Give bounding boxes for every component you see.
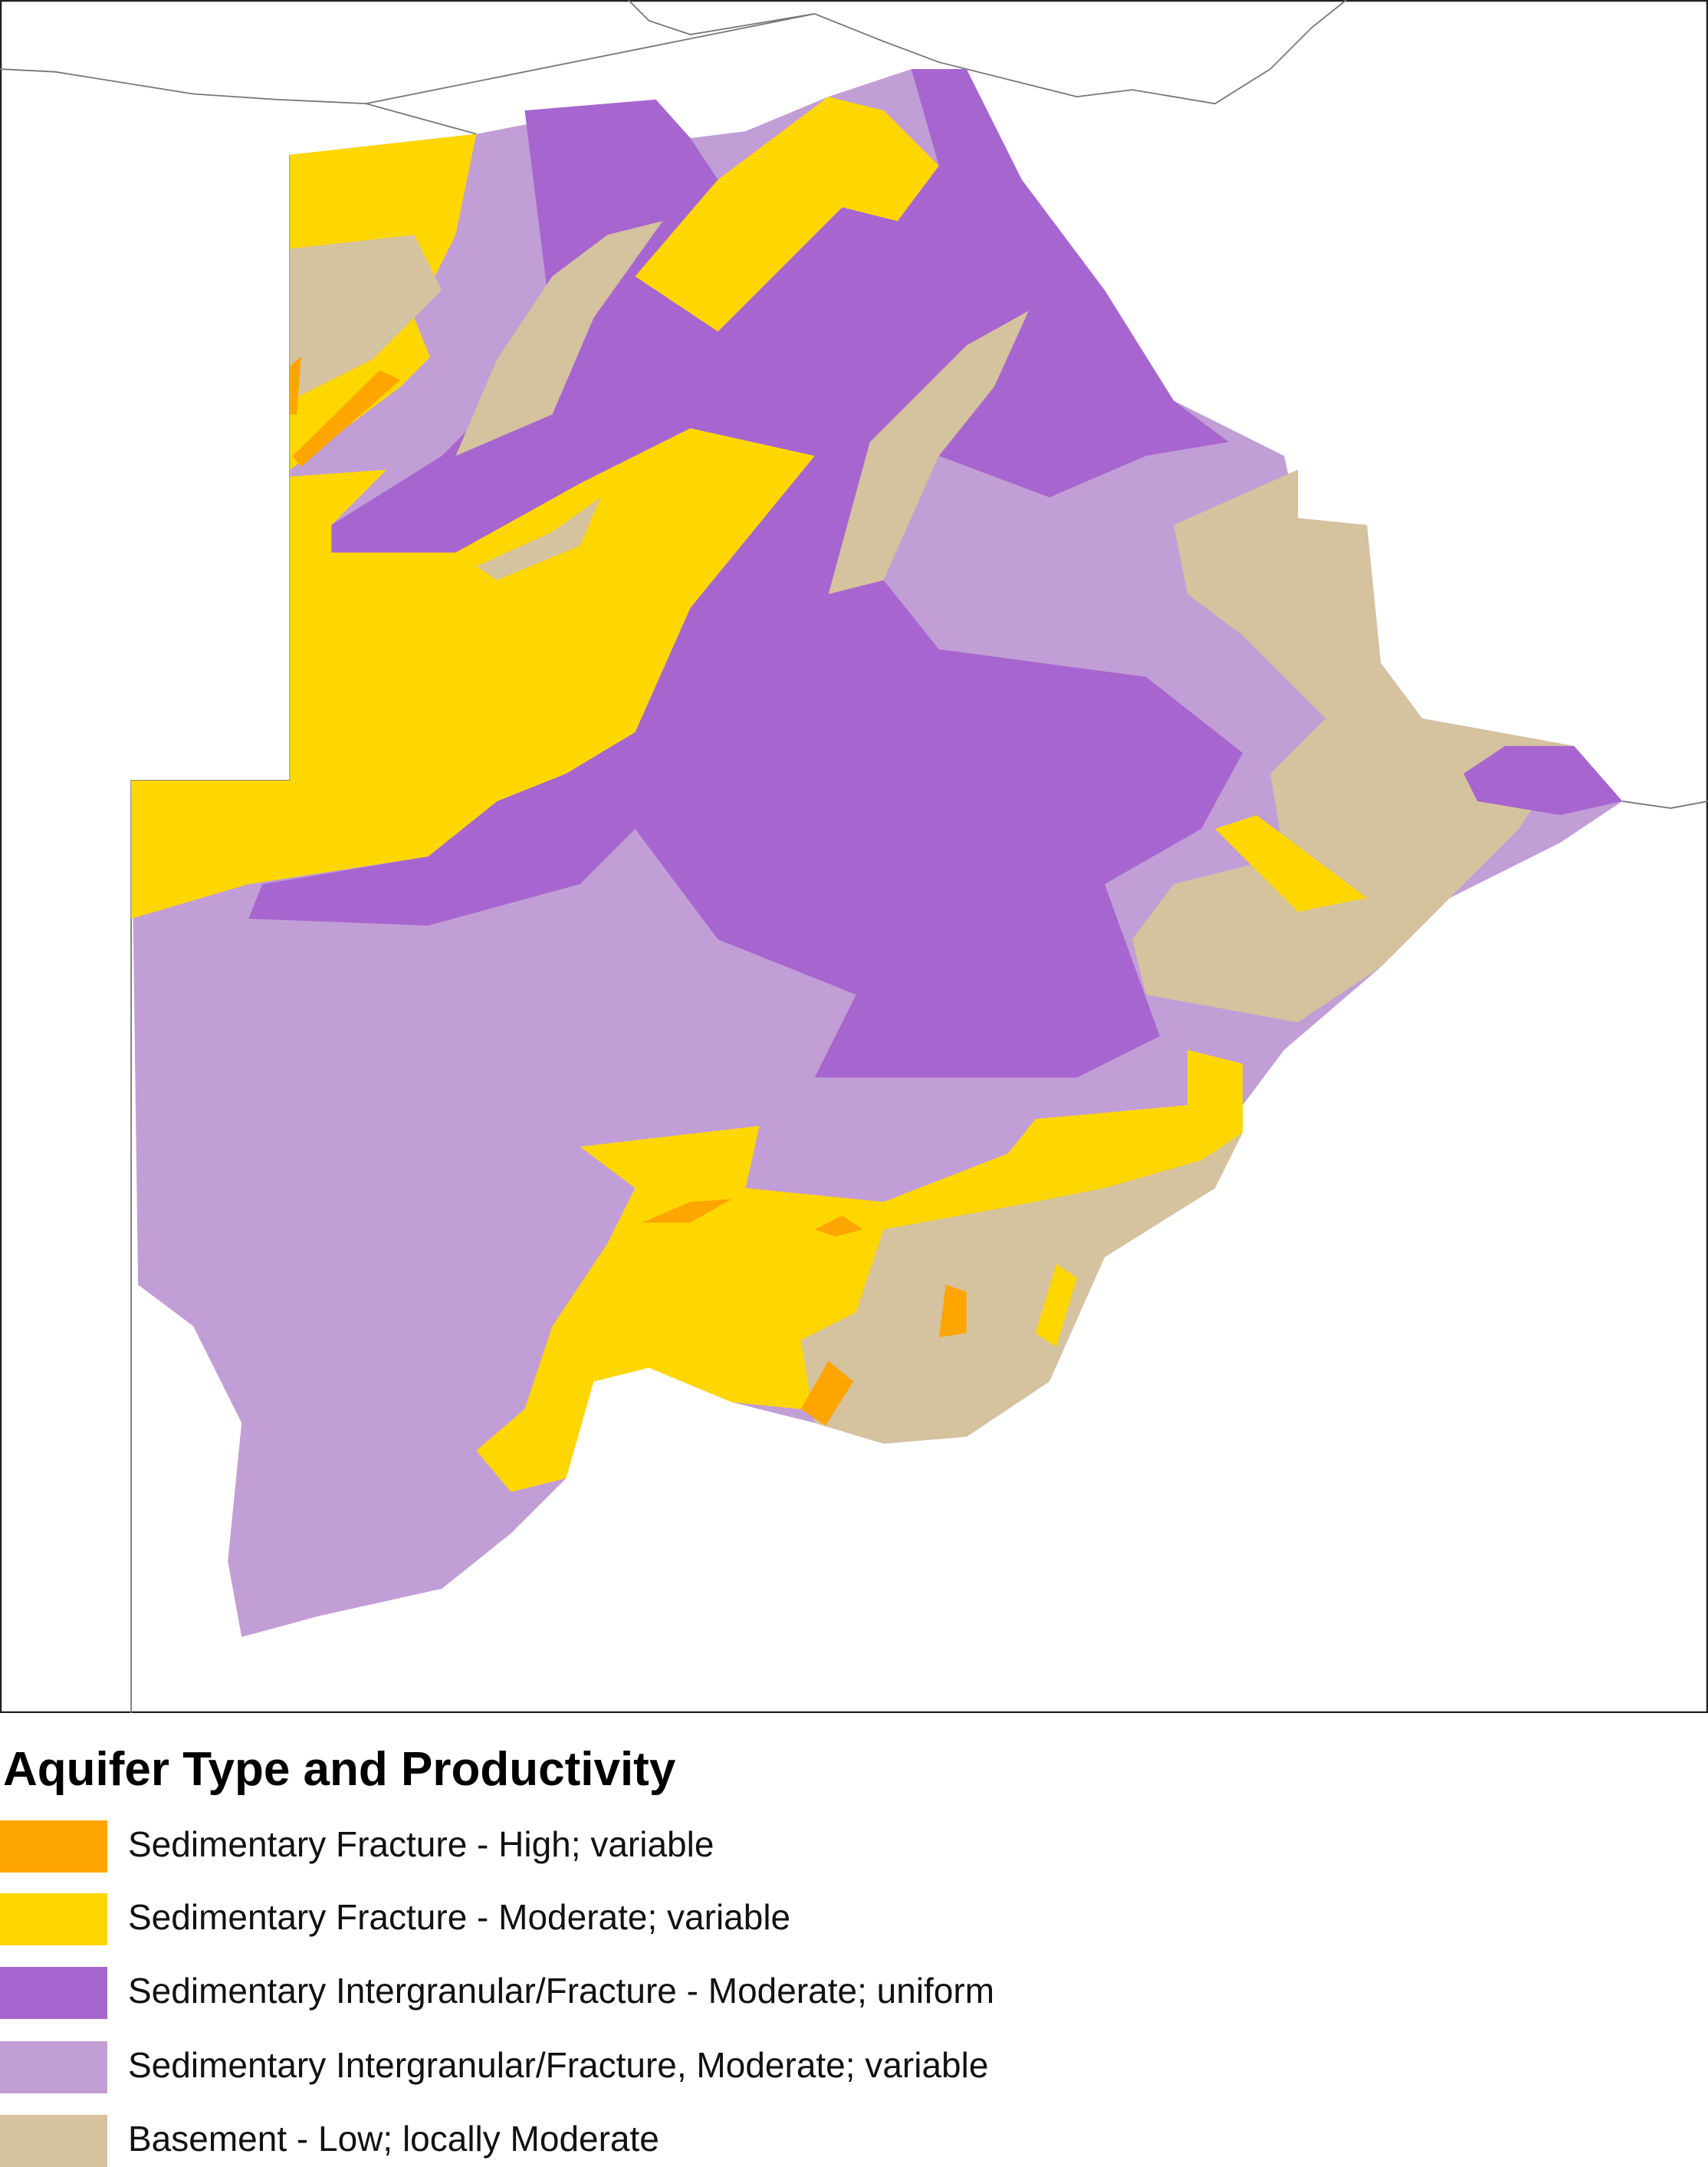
border	[627, 0, 815, 35]
legend-item: Basement - Low; locally Moderate	[0, 2115, 1708, 2167]
region	[1463, 745, 1623, 815]
region	[828, 311, 1029, 594]
legend-item: Sedimentary Intergranular/Fracture - Mod…	[0, 1967, 1708, 2019]
legend-swatch	[0, 1820, 107, 1873]
map	[0, 0, 1708, 1713]
region	[800, 1360, 854, 1426]
region	[800, 1133, 1243, 1444]
region	[248, 69, 1243, 1078]
legend-swatch	[0, 1967, 107, 2019]
region	[290, 345, 456, 477]
border	[1622, 801, 1708, 809]
legend-item: Sedimentary Fracture - High; variable	[0, 1820, 1708, 1873]
legend-label: Sedimentary Intergranular/Fracture - Mod…	[128, 1971, 995, 2011]
region	[476, 497, 601, 580]
legend-label: Basement - Low; locally Moderate	[128, 2119, 659, 2159]
legend-title: Aquifer Type and Productivity	[3, 1743, 676, 1796]
legend-swatch	[0, 1893, 107, 1945]
region	[642, 1199, 732, 1223]
legend-swatch	[0, 2041, 107, 2093]
region	[814, 1215, 863, 1237]
border	[966, 0, 1347, 105]
region	[455, 221, 663, 456]
region	[1035, 1264, 1077, 1347]
region	[635, 97, 939, 332]
region	[938, 1284, 967, 1337]
legend-swatch	[0, 2115, 107, 2167]
region	[290, 356, 301, 415]
region	[476, 1050, 1243, 1492]
legend-label: Sedimentary Fracture - Moderate; variabl…	[128, 1897, 791, 1937]
legend-item: Sedimentary Intergranular/Fracture, Mode…	[0, 2041, 1708, 2093]
legend-label: Sedimentary Intergranular/Fracture, Mode…	[128, 2045, 989, 2085]
legend-item: Sedimentary Fracture - Moderate; variabl…	[0, 1893, 1708, 1945]
region	[290, 235, 442, 401]
region	[1214, 814, 1368, 913]
legend-label: Sedimentary Fracture - High; variable	[128, 1824, 714, 1864]
border	[366, 13, 967, 105]
region	[292, 370, 401, 467]
